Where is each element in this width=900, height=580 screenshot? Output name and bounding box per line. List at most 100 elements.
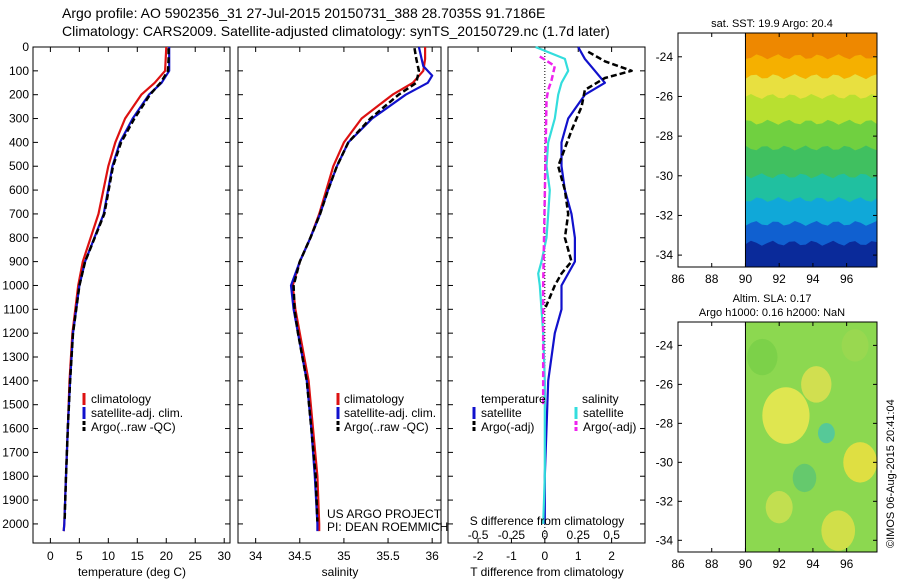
sst-map: -24 -26 -28 -30 -32 -34 86 88 90 92 94 96 <box>656 32 878 286</box>
legend-label-sal-argo: Argo(-adj) <box>583 420 636 434</box>
ytick-label: -26 <box>656 377 674 391</box>
sst-band <box>745 173 877 204</box>
sla-blob <box>792 463 817 493</box>
xtick-label: 92 <box>773 272 787 286</box>
ytick-label: -34 <box>656 248 674 262</box>
xtick-label: 35 <box>337 549 351 563</box>
xtick-label: -1 <box>506 549 517 563</box>
series-line-2 <box>63 48 170 522</box>
sst-band <box>745 54 877 81</box>
series-line-0 <box>543 46 607 524</box>
stick-label: -0.5 <box>468 528 489 542</box>
legend-label-temp-satellite: satellite <box>481 406 522 420</box>
xtick-label: -2 <box>473 549 484 563</box>
timestamp-stamp: ©IMOS 06-Aug-2015 20:41:04 <box>885 399 897 548</box>
series-line-2 <box>535 45 570 524</box>
header-line-1: Argo profile: AO 5902356_31 27-Jul-2015 … <box>62 5 546 21</box>
temperature-legend: climatology satellite-adj. clim. Argo(..… <box>82 392 183 434</box>
xtick-label: 92 <box>773 557 787 571</box>
xtick-label: 5 <box>76 549 83 563</box>
ytick-label: 700 <box>9 207 29 221</box>
ytick-label: 200 <box>9 88 29 102</box>
ytick-label: 1400 <box>2 374 29 388</box>
ytick-label: 1900 <box>2 493 29 507</box>
ytick-label: 900 <box>9 255 29 269</box>
salinity-panel-frame <box>237 46 442 544</box>
difference-xlabel: T difference from climatology <box>470 565 624 579</box>
difference-legend: temperature salinity satellite Argo(-adj… <box>472 392 636 434</box>
ytick-label: -26 <box>656 89 674 103</box>
ytick-label: 1500 <box>2 398 29 412</box>
xtick-label: 0 <box>541 549 548 563</box>
ytick-label: 600 <box>9 183 29 197</box>
temperature-plot: 0100200300400500600700800900100011001200… <box>2 40 231 563</box>
stick-label: -0.25 <box>498 528 526 542</box>
salinity-legend: climatology satellite-adj. clim. Argo(..… <box>336 392 436 434</box>
ytick-label: 1600 <box>2 422 29 436</box>
sst-map-title: sat. SST: 19.9 Argo: 20.4 <box>711 18 833 30</box>
sla-map-title-2: Argo h1000: 0.16 h2000: NaN <box>699 307 845 319</box>
sla-blob <box>821 510 856 551</box>
xtick-label: 1 <box>575 549 582 563</box>
legend-label-temp-argo: Argo(-adj) <box>481 420 534 434</box>
legend-label-argo: Argo(..raw -QC) <box>91 420 176 434</box>
ytick-label: 100 <box>9 64 29 78</box>
temperature-xlabel: temperature (deg C) <box>78 565 186 579</box>
xtick-label: 90 <box>739 557 753 571</box>
xtick-label: 10 <box>102 549 116 563</box>
salinity-xlabel: salinity <box>322 565 359 579</box>
credit-project: US ARGO PROJECT <box>327 507 442 521</box>
salinity-plot: 34 34.5 35 35.5 36 <box>238 46 441 563</box>
xtick-label: 88 <box>705 557 719 571</box>
legend-label-satellite: satellite-adj. clim. <box>91 406 183 420</box>
xtick-label: 25 <box>189 549 203 563</box>
stick-label: 0.5 <box>603 528 620 542</box>
xtick-label: 0 <box>47 549 54 563</box>
xtick-label: 15 <box>131 549 145 563</box>
sst-band <box>745 74 877 100</box>
xtick-label: 94 <box>806 272 820 286</box>
sst-band <box>745 94 877 126</box>
sla-blob <box>801 366 832 403</box>
ytick-label: -34 <box>656 533 674 547</box>
sla-map-title-1: Altim. SLA: 0.17 <box>733 293 812 305</box>
ytick-label: 1100 <box>3 302 29 316</box>
legend-label-climatology: climatology <box>91 392 151 406</box>
sst-band <box>745 220 877 247</box>
ytick-label: -28 <box>656 416 674 430</box>
sla-blob <box>747 338 778 376</box>
map-data <box>745 322 877 552</box>
series-line-2 <box>292 47 421 522</box>
difference-xlabel2: S difference from climatology <box>470 514 625 528</box>
temperature-panel-frame <box>32 46 231 544</box>
ytick-label: -24 <box>656 50 674 64</box>
credit-pi: PI: DEAN ROEMMICH <box>327 520 448 534</box>
sla-blob <box>765 490 793 524</box>
map-data <box>745 33 877 267</box>
ytick-label: 1300 <box>2 350 29 364</box>
ytick-label: 2000 <box>2 517 29 531</box>
legend-label-argo: Argo(..raw -QC) <box>344 420 429 434</box>
sst-band <box>745 145 877 180</box>
ytick-label: -28 <box>656 129 674 143</box>
xtick-label: 96 <box>840 557 854 571</box>
stick-label: 0.25 <box>567 528 591 542</box>
map-frame <box>677 321 878 553</box>
xtick-label: 36 <box>425 549 439 563</box>
ytick-label: 400 <box>9 135 29 149</box>
legend-label-climatology: climatology <box>344 392 404 406</box>
ytick-label: 0 <box>22 40 29 54</box>
header-line-2: Climatology: CARS2009. Satellite-adjuste… <box>62 23 610 39</box>
xtick-label: 20 <box>160 549 174 563</box>
sla-blob <box>817 422 835 444</box>
sst-band <box>745 240 877 267</box>
ytick-label: 1700 <box>2 445 29 459</box>
sla-map: -24 -26 -28 -30 -32 -34 86 88 90 92 94 96 <box>656 321 878 571</box>
ytick-label: -30 <box>656 455 674 469</box>
ytick-label: -32 <box>656 208 674 222</box>
sst-band <box>745 119 877 152</box>
ytick-label: -32 <box>656 494 674 508</box>
series-line-3 <box>539 55 557 405</box>
xtick-label: 30 <box>218 549 232 563</box>
